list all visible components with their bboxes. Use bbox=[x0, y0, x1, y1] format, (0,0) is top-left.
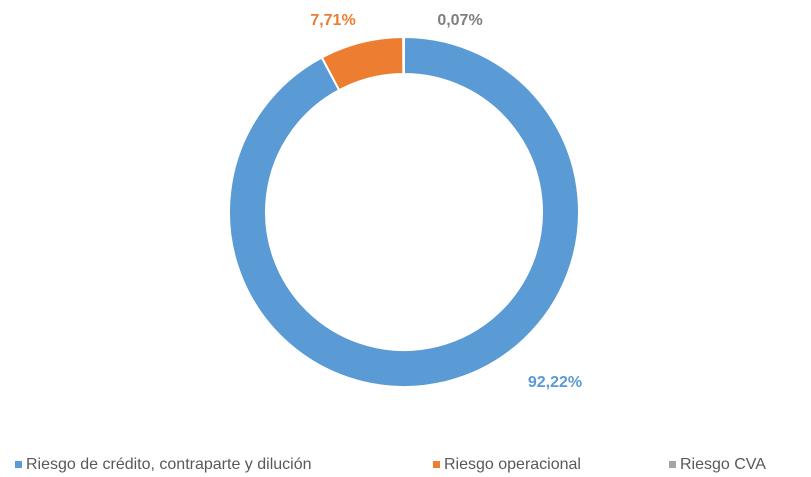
donut-segment bbox=[402, 35, 405, 76]
data-label: 7,71% bbox=[310, 12, 355, 29]
legend-marker bbox=[669, 461, 676, 468]
legend-label: Riesgo de crédito, contraparte y dilució… bbox=[26, 456, 312, 473]
donut-segment bbox=[320, 35, 405, 92]
legend-label: Riesgo CVA bbox=[680, 456, 766, 473]
donut-segment bbox=[228, 35, 580, 388]
data-label: 0,07% bbox=[437, 12, 482, 29]
legend-marker bbox=[15, 461, 22, 468]
data-label: 92,22% bbox=[528, 374, 582, 391]
legend-marker bbox=[433, 461, 440, 468]
legend-label: Riesgo operacional bbox=[444, 456, 581, 473]
